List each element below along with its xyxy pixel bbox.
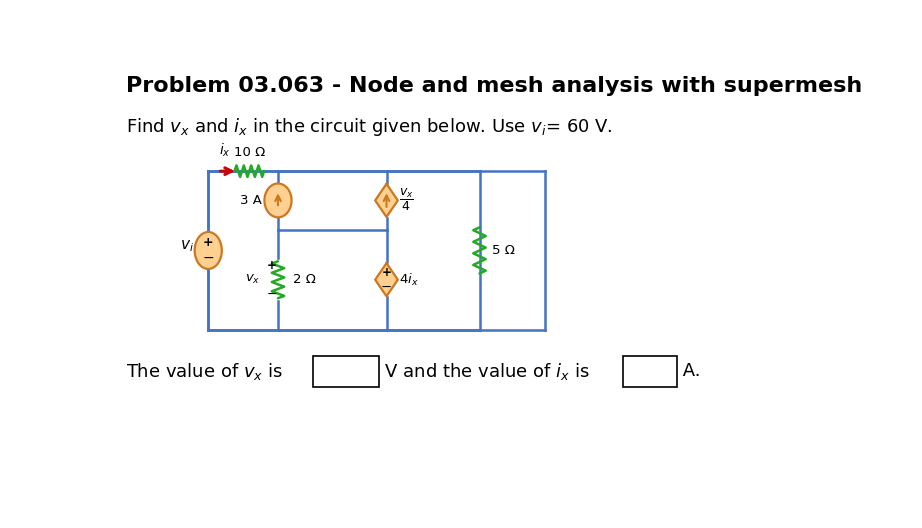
Ellipse shape <box>265 184 291 218</box>
Text: +: + <box>203 236 214 249</box>
Text: $4i_x$: $4i_x$ <box>399 272 419 288</box>
Polygon shape <box>375 263 397 296</box>
Text: Find $v_x$ and $i_x$ in the circuit given below. Use $v_i$= 60 V.: Find $v_x$ and $i_x$ in the circuit give… <box>126 116 613 138</box>
FancyBboxPatch shape <box>623 356 677 386</box>
Text: V and the value of $i_x$ is: V and the value of $i_x$ is <box>379 361 589 382</box>
Text: $v_i$: $v_i$ <box>180 238 194 253</box>
Text: +: + <box>266 259 277 271</box>
Text: −: − <box>381 281 392 294</box>
Text: $i_x$: $i_x$ <box>219 142 230 159</box>
Text: The value of $v_x$ is: The value of $v_x$ is <box>126 361 283 382</box>
Text: A.: A. <box>677 362 701 380</box>
Text: +: + <box>382 266 392 279</box>
Text: 5 Ω: 5 Ω <box>492 244 514 257</box>
Ellipse shape <box>195 232 222 269</box>
Text: −: − <box>203 251 214 265</box>
Text: Problem 03.063 - Node and mesh analysis with supermesh: Problem 03.063 - Node and mesh analysis … <box>126 76 862 96</box>
Text: −: − <box>266 288 277 301</box>
Text: $\dfrac{v_x}{4}$: $\dfrac{v_x}{4}$ <box>399 187 414 213</box>
FancyBboxPatch shape <box>313 356 379 386</box>
Text: $v_x$: $v_x$ <box>244 273 260 286</box>
Text: 3 A: 3 A <box>240 194 262 207</box>
Polygon shape <box>375 184 397 217</box>
Text: 10 Ω: 10 Ω <box>233 146 265 159</box>
Text: 2 Ω: 2 Ω <box>292 273 315 286</box>
